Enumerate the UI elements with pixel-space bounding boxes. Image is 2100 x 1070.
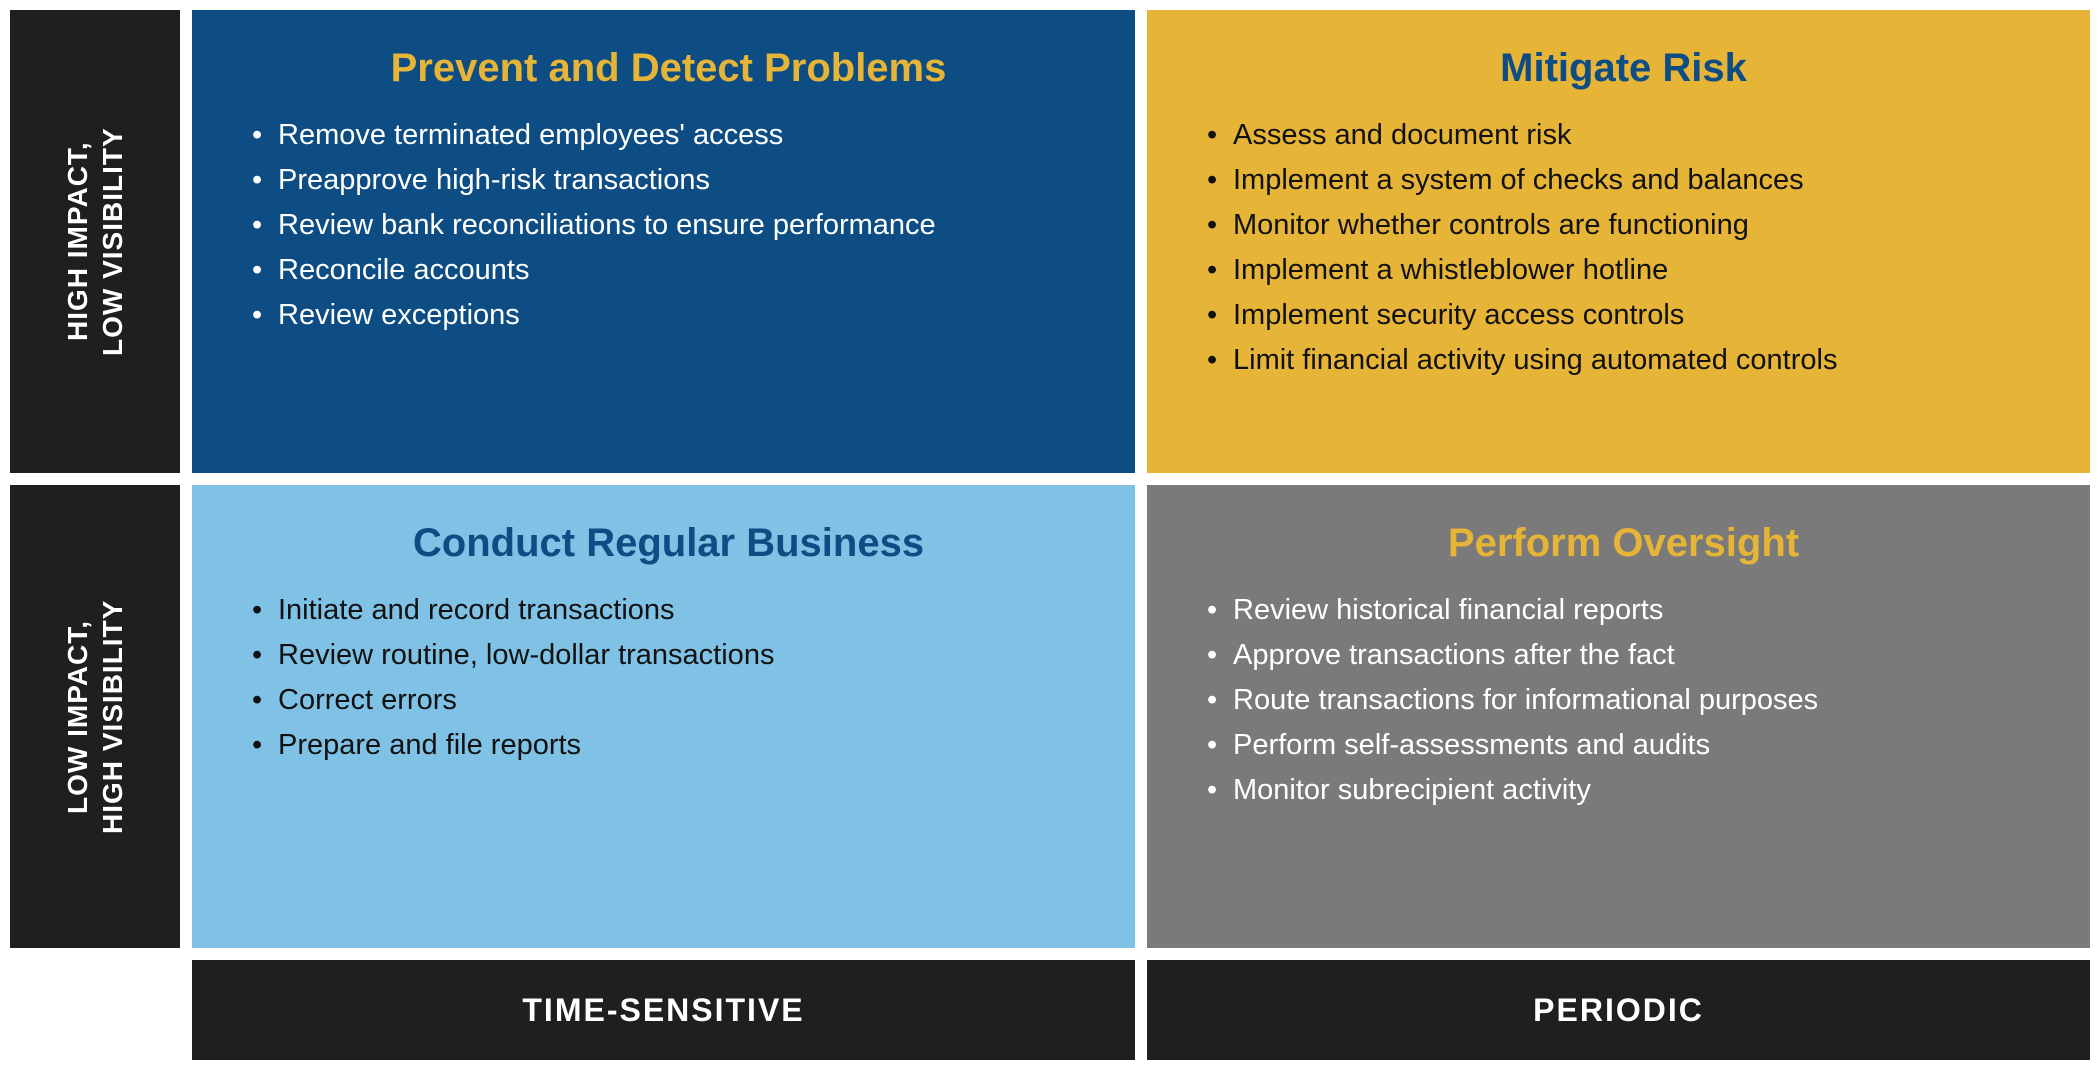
list-item: Assess and document risk (1207, 113, 2050, 158)
quadrant-conduct-business: Conduct Regular Business Initiate and re… (192, 485, 1135, 948)
list-item: Limit financial activity using automated… (1207, 338, 2050, 383)
quadrant-title: Prevent and Detect Problems (242, 46, 1095, 91)
list-item: Monitor whether controls are functioning (1207, 203, 2050, 248)
list-item: Implement a system of checks and balance… (1207, 158, 2050, 203)
list-item: Reconcile accounts (252, 248, 1095, 293)
row-label-low-impact: LOW IMPACT,HIGH VISIBILITY (10, 485, 180, 948)
list-item: Prepare and file reports (252, 723, 1095, 768)
list-item: Review routine, low-dollar transactions (252, 633, 1095, 678)
col-label-time-sensitive: TIME-SENSITIVE (192, 960, 1135, 1060)
row-label-high-impact: HIGH IMPACT,LOW VISIBILITY (10, 10, 180, 473)
list-item: Review exceptions (252, 293, 1095, 338)
list-item: Perform self-assessments and audits (1207, 723, 2050, 768)
quadrant-list: Review historical financial reportsAppro… (1197, 588, 2050, 813)
col-label-periodic: PERIODIC (1147, 960, 2090, 1060)
quadrant-title: Conduct Regular Business (242, 521, 1095, 566)
list-item: Remove terminated employees' access (252, 113, 1095, 158)
list-item: Monitor subrecipient activity (1207, 768, 2050, 813)
list-item: Review historical financial reports (1207, 588, 2050, 633)
quadrant-title: Mitigate Risk (1197, 46, 2050, 91)
list-item: Review bank reconciliations to ensure pe… (252, 203, 1095, 248)
quadrant-mitigate-risk: Mitigate Risk Assess and document riskIm… (1147, 10, 2090, 473)
empty-corner (10, 960, 180, 1060)
quadrant-perform-oversight: Perform Oversight Review historical fina… (1147, 485, 2090, 948)
list-item: Initiate and record transactions (252, 588, 1095, 633)
list-item: Implement a whistleblower hotline (1207, 248, 2050, 293)
list-item: Route transactions for informational pur… (1207, 678, 2050, 723)
list-item: Correct errors (252, 678, 1095, 723)
list-item: Approve transactions after the fact (1207, 633, 2050, 678)
list-item: Preapprove high-risk transactions (252, 158, 1095, 203)
list-item: Implement security access controls (1207, 293, 2050, 338)
quadrant-title: Perform Oversight (1197, 521, 2050, 566)
quadrant-list: Assess and document riskImplement a syst… (1197, 113, 2050, 383)
quadrant-list: Remove terminated employees' accessPreap… (242, 113, 1095, 338)
quadrant-list: Initiate and record transactionsReview r… (242, 588, 1095, 768)
quadrant-prevent-detect: Prevent and Detect Problems Remove termi… (192, 10, 1135, 473)
matrix-grid: HIGH IMPACT,LOW VISIBILITY Prevent and D… (0, 0, 2100, 1070)
